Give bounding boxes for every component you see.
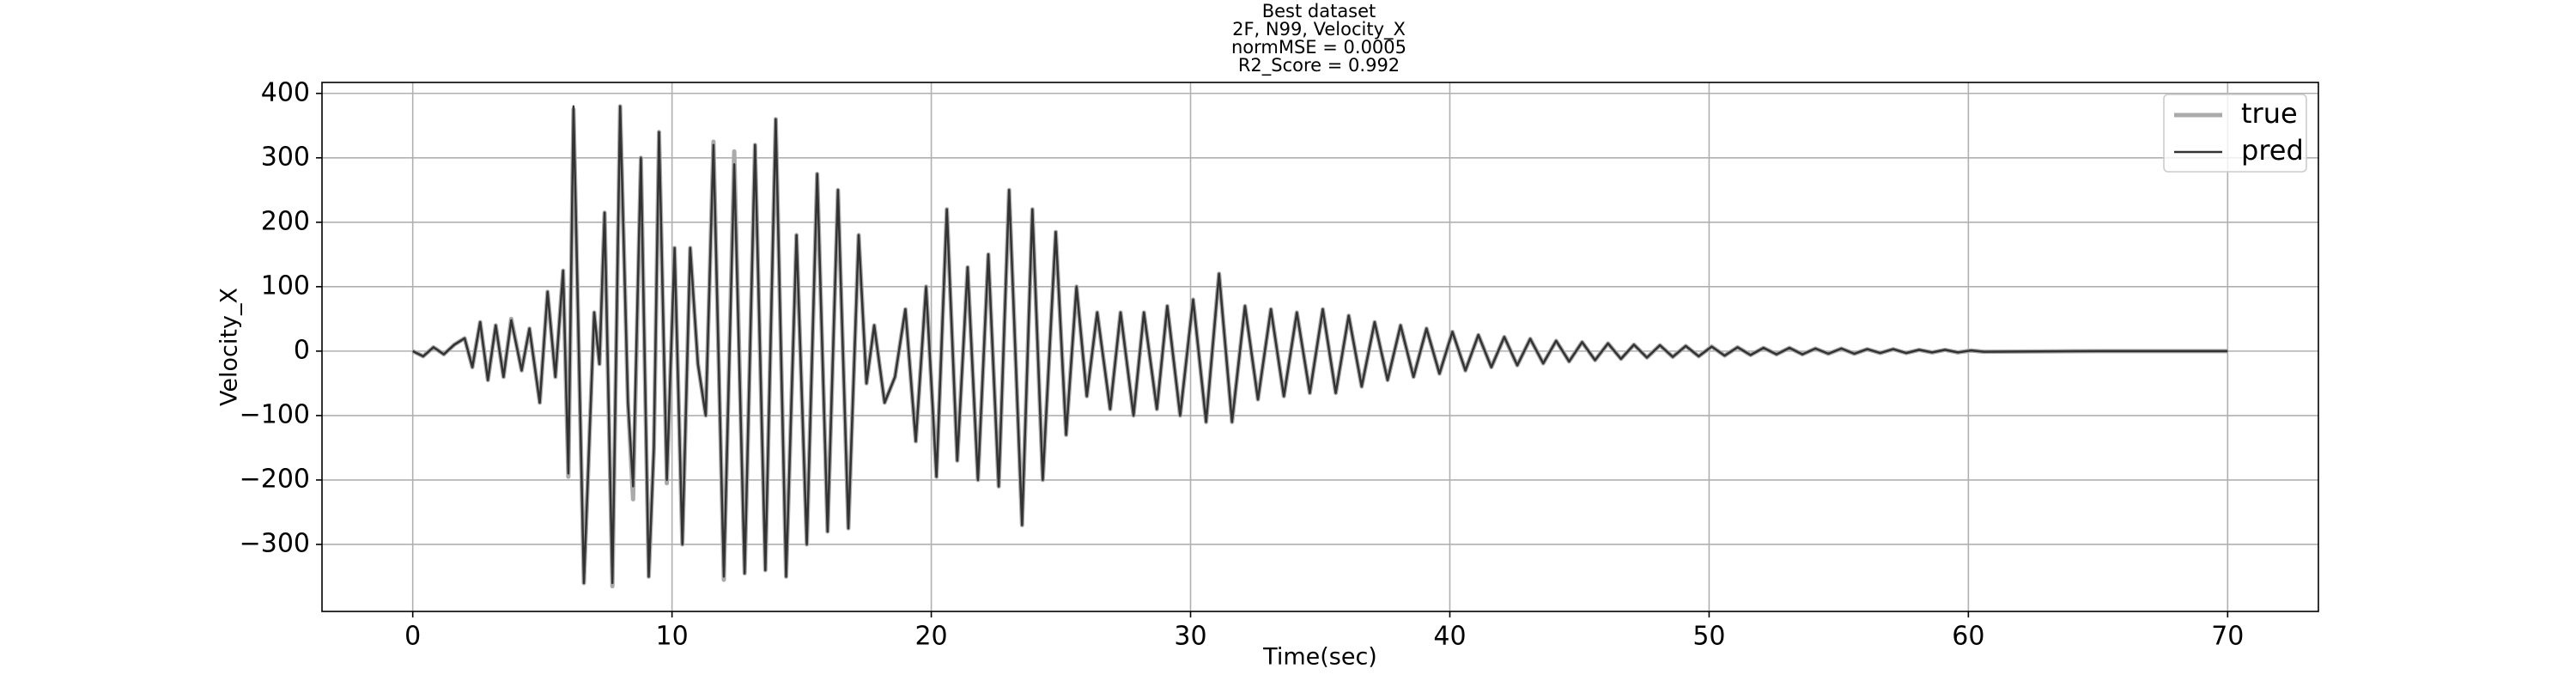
x-tick-label: 10 bbox=[656, 622, 689, 652]
series-line bbox=[411, 104, 2228, 589]
x-tick-label: 70 bbox=[2211, 622, 2244, 652]
chart-title: Best dataset bbox=[1262, 1, 1376, 21]
series-line bbox=[412, 105, 2228, 585]
y-tick-label: −100 bbox=[240, 399, 310, 429]
x-axis-label: Time(sec) bbox=[1262, 644, 1377, 671]
x-tick-label: 0 bbox=[404, 622, 421, 652]
plot-frame bbox=[321, 82, 2319, 612]
legend: true pred bbox=[2163, 94, 2307, 173]
x-tick-label: 60 bbox=[1952, 622, 1984, 652]
x-tick-label: 30 bbox=[1174, 622, 1206, 652]
y-tick-label: 200 bbox=[261, 206, 310, 236]
legend-label: pred bbox=[2241, 134, 2304, 167]
y-tick-label: 0 bbox=[294, 335, 310, 365]
x-tick-label: 50 bbox=[1692, 622, 1725, 652]
y-tick-label: 300 bbox=[261, 142, 310, 172]
y-axis-label: Velocity_X bbox=[216, 288, 243, 406]
y-tick-label: −300 bbox=[240, 528, 310, 558]
chart-title: 2F, N99, Velocity_X bbox=[1232, 19, 1406, 40]
legend-label: true bbox=[2241, 97, 2298, 130]
y-tick-label: 400 bbox=[261, 77, 310, 107]
y-tick-label: 100 bbox=[261, 271, 310, 301]
x-tick-label: 40 bbox=[1433, 622, 1466, 652]
y-tick-label: −200 bbox=[240, 464, 310, 494]
x-tick-label: 20 bbox=[914, 622, 947, 652]
chart-title: normMSE = 0.0005 bbox=[1231, 37, 1406, 58]
chart-title: R2_Score = 0.992 bbox=[1238, 55, 1400, 76]
